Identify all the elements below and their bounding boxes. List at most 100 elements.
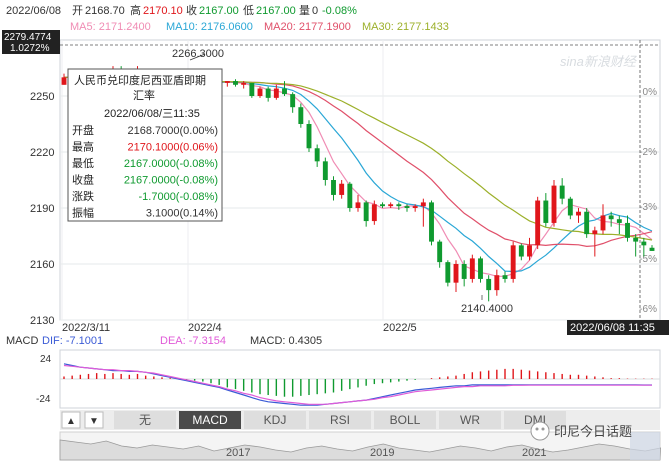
candle-body[interactable] [551,185,557,223]
navigator-handle[interactable] [630,432,660,460]
crosshair-time-box [567,320,669,335]
tab-bg [374,411,436,429]
tooltip-row-value: 2167.0000(-0.08%) [124,158,218,170]
tab-bg [114,411,176,429]
nav-year-2017: 2017 [226,447,250,459]
watermark: sina新浪财经 [560,54,638,69]
candle-body[interactable] [404,206,410,208]
header-close: 2167.00 [199,5,239,17]
candle-body[interactable] [257,88,263,96]
candle-body[interactable] [265,88,271,98]
next-button[interactable]: ▼ [84,411,104,429]
y-tick-label: 2250 [30,91,54,103]
candle-body[interactable] [559,185,565,199]
candle-body[interactable] [241,82,247,85]
candle-body[interactable] [641,241,647,246]
tooltip-row-value: 2168.7000(0.00%) [127,125,218,137]
header-date: 2022/06/08 [6,5,61,17]
navigator-sparkline [59,439,662,461]
candle-body[interactable] [510,245,516,279]
candle-body[interactable] [437,241,443,263]
candle-body[interactable] [388,204,394,207]
candle-body[interactable] [543,200,549,223]
candle-body[interactable] [322,161,328,180]
candle-body[interactable] [273,88,279,98]
candle-body[interactable] [584,211,590,235]
tab-bg [309,411,371,429]
tooltip: 人民币兑印度尼西亚盾即期 汇率 2022/06/08/三11:35 开盘 2168… [67,68,223,222]
y-tick-label: 2190 [30,203,54,215]
tab-kdj[interactable]: KDJ [244,411,306,429]
tooltip-row-key: 最低 [72,157,94,170]
candle-body[interactable] [282,88,287,95]
tab-无[interactable]: 无 [114,411,176,429]
header-high: 2170.10 [143,5,183,17]
wechat-icon-eye-left [535,427,539,431]
candle-body[interactable] [363,202,369,222]
candle-body[interactable] [608,215,614,220]
candle-body[interactable] [290,94,296,108]
candle-body[interactable] [429,202,434,242]
candle-body[interactable] [306,124,312,149]
candle-body[interactable] [420,202,426,207]
tab-boll[interactable]: BOLL [374,411,436,429]
prev-arrow-icon: ▲ [66,416,76,427]
macd-lines [63,363,652,406]
x-tick-label: 2022/3/11 [62,322,110,334]
candle-body[interactable] [331,180,336,195]
candle-body[interactable] [567,198,573,216]
candle-body[interactable] [249,82,255,96]
y-tick-label: 2130 [30,315,54,327]
candle-body[interactable] [339,183,345,195]
tab-rsi[interactable]: RSI [309,411,371,429]
candle-body[interactable] [494,275,500,291]
candle-body[interactable] [396,204,402,207]
candle-body[interactable] [469,258,475,279]
x-tick-label: 2022/4 [188,322,222,334]
y-tick-label: 2220 [30,147,54,159]
candle-body[interactable] [625,222,630,238]
candle-body[interactable] [461,264,467,279]
candle-body[interactable] [478,258,483,279]
header-close-label: 收 [186,3,197,17]
header-low-label: 低 [243,4,254,17]
candle-body[interactable] [576,211,581,216]
candle-body[interactable] [633,237,639,242]
candle-body[interactable] [518,245,524,257]
candle-body[interactable] [592,230,598,235]
candle-body[interactable] [355,202,361,208]
macd-y-top: 24 [40,354,52,365]
candle-body[interactable] [527,245,532,257]
candle-body[interactable] [371,204,377,222]
candle-body[interactable] [233,81,238,85]
prev-button[interactable]: ▲ [61,411,81,429]
candle-body[interactable] [380,204,385,207]
candle-body[interactable] [502,275,508,279]
pct-axis-ticks: 0% -2% -3% -5% -6% [639,87,657,315]
tooltip-row-value: 3.1000(0.14%) [146,208,218,220]
tab-label: 无 [139,413,151,427]
tab-macd[interactable]: MACD [179,411,241,429]
candle-body[interactable] [412,206,418,208]
tooltip-row-key: 收盘 [72,173,94,187]
candle-body[interactable] [649,247,655,251]
candle-body[interactable] [347,183,353,208]
candle-body[interactable] [445,262,451,283]
candle-body[interactable] [616,219,622,223]
tooltip-rows: 开盘 2168.7000(0.00%) 最高 2170.1000(0.06%) 最低 21… [72,123,218,220]
candle-body[interactable] [61,77,67,85]
nav-year-2019: 2019 [370,447,394,459]
tab-label: RSI [330,413,350,427]
crosshair-time: 2022/06/08 11:35 [570,322,655,334]
candle-body[interactable] [600,215,606,231]
candle-body[interactable] [535,200,541,246]
candle-body[interactable] [453,264,459,283]
tab-wr[interactable]: WR [439,411,501,429]
candle-body[interactable] [224,81,230,83]
candle-body[interactable] [298,107,304,124]
macd-dea: DEA: -7.3154 [160,335,226,347]
candle-body[interactable] [314,148,320,162]
candle-body[interactable] [486,278,492,291]
